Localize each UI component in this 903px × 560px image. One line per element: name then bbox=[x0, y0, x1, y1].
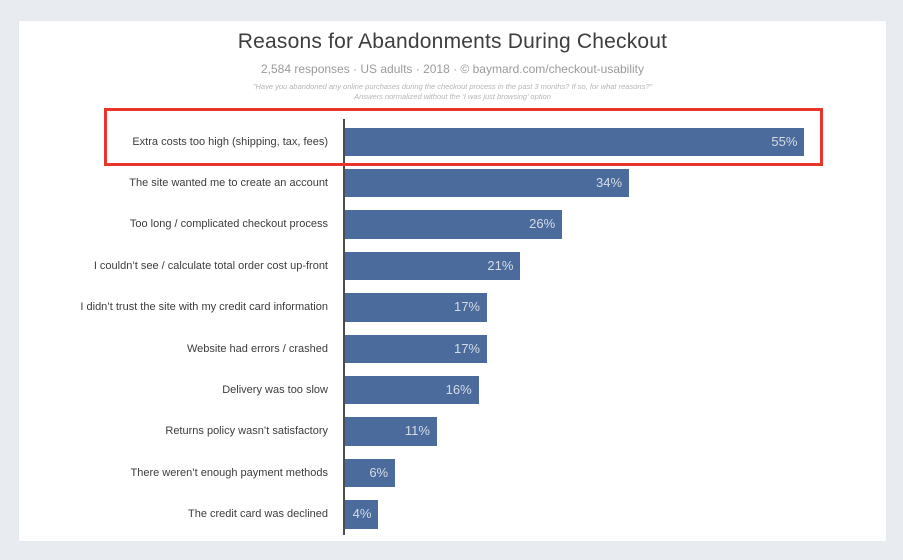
bar-row: Returns policy wasn’t satisfactory 11% bbox=[19, 411, 886, 452]
bar-value-label: 17% bbox=[453, 299, 480, 315]
bar-row: The site wanted me to create an account 3… bbox=[19, 162, 886, 203]
normalization-note: Answers normalized without the ‘I was ju… bbox=[354, 91, 551, 101]
chart-subtitle: 2,584 responses · US adults · 2018 · © b… bbox=[260, 62, 645, 76]
bar-row: I didn’t trust the site with my credit c… bbox=[19, 287, 886, 328]
bar-category-label: The credit card was declined bbox=[187, 508, 328, 521]
bar-category-label: There weren’t enough payment methods bbox=[130, 466, 328, 479]
bar-row: There weren’t enough payment methods 6% bbox=[19, 452, 886, 493]
chart-title: Reasons for Abandonments During Checkout bbox=[237, 30, 668, 53]
bar-row: Too long / complicated checkout process 2… bbox=[19, 204, 886, 245]
bar: 6% bbox=[345, 458, 396, 488]
bar: 17% bbox=[345, 334, 487, 363]
bar-row: Website had errors / crashed 17% bbox=[19, 328, 886, 369]
bar-value-label: 55% bbox=[771, 133, 798, 149]
bar-value-label: 26% bbox=[529, 216, 556, 232]
bar-category-label: Returns policy wasn’t satisfactory bbox=[165, 425, 328, 438]
bar-value-label: 34% bbox=[595, 174, 623, 190]
survey-question-note: "Have you abandoned any online purchases… bbox=[252, 82, 653, 91]
bar-category-label: The site wanted me to create an account bbox=[129, 177, 328, 190]
bar-chart: Extra costs too high (shipping, tax, fee… bbox=[19, 21, 886, 541]
bar: 11% bbox=[345, 417, 437, 446]
bar-value-label: 17% bbox=[453, 340, 480, 356]
bar-value-label: 11% bbox=[404, 423, 430, 439]
bar-row: Delivery was too slow 16% bbox=[19, 369, 886, 410]
bar-value-label: 21% bbox=[487, 257, 514, 273]
bar-category-label: Extra costs too high (shipping, tax, fee… bbox=[132, 135, 328, 148]
bar: 17% bbox=[345, 293, 487, 322]
bar: 26% bbox=[345, 210, 563, 239]
bar-value-label: 6% bbox=[369, 464, 389, 480]
bar: 34% bbox=[345, 168, 630, 198]
bar-category-label: I couldn’t see / calculate total order c… bbox=[93, 259, 328, 272]
bar-row: I couldn’t see / calculate total order c… bbox=[19, 245, 886, 286]
bar-value-label: 4% bbox=[352, 506, 372, 522]
bar-row: Extra costs too high (shipping, tax, fee… bbox=[19, 121, 886, 162]
bar: 55% bbox=[345, 127, 805, 156]
bar: 4% bbox=[345, 500, 379, 529]
bar-category-label: Website had errors / crashed bbox=[186, 342, 328, 355]
bar-category-label: I didn’t trust the site with my credit c… bbox=[80, 301, 328, 314]
y-axis-line bbox=[343, 119, 345, 535]
bar-value-label: 16% bbox=[445, 381, 472, 397]
bar-category-label: Delivery was too slow bbox=[222, 384, 328, 397]
chart-card: Reasons for Abandonments During Checkout… bbox=[18, 20, 887, 542]
bar-row: The credit card was declined 4% bbox=[19, 494, 886, 535]
chart-notes: "Have you abandoned any online purchases… bbox=[19, 82, 886, 101]
bar-category-label: Too long / complicated checkout process bbox=[129, 218, 328, 231]
bar: 16% bbox=[345, 375, 479, 405]
bar: 21% bbox=[345, 251, 521, 281]
